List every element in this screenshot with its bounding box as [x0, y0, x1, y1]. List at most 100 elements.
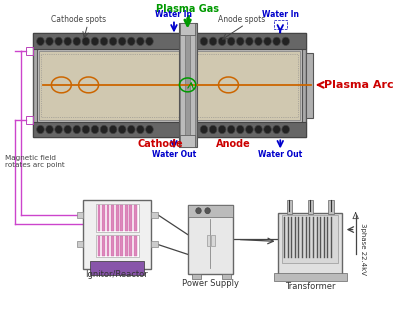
- Circle shape: [273, 125, 280, 134]
- Bar: [134, 236, 137, 256]
- Bar: [33, 121, 306, 137]
- Circle shape: [227, 37, 235, 45]
- Bar: [96, 204, 139, 231]
- Bar: [222, 274, 231, 279]
- Bar: [102, 236, 105, 256]
- Text: Power Supply: Power Supply: [182, 279, 239, 288]
- Text: Water In: Water In: [262, 10, 299, 19]
- Circle shape: [209, 37, 217, 45]
- Bar: [125, 236, 128, 256]
- Bar: [38, 51, 300, 119]
- Bar: [130, 236, 132, 256]
- Bar: [134, 205, 137, 230]
- Bar: [274, 20, 287, 29]
- Circle shape: [100, 125, 108, 134]
- Circle shape: [55, 125, 63, 134]
- Bar: [278, 213, 342, 279]
- Circle shape: [200, 37, 208, 45]
- Circle shape: [245, 125, 253, 134]
- Text: Water In: Water In: [156, 10, 192, 19]
- Bar: [33, 33, 306, 137]
- Circle shape: [128, 37, 135, 45]
- Circle shape: [46, 125, 53, 134]
- Bar: [287, 200, 292, 214]
- Circle shape: [264, 37, 271, 45]
- Bar: [328, 200, 334, 214]
- Circle shape: [73, 37, 81, 45]
- Circle shape: [46, 37, 53, 45]
- Bar: [90, 261, 144, 275]
- Text: Plasma Arc: Plasma Arc: [324, 80, 393, 90]
- Bar: [207, 234, 210, 246]
- Bar: [192, 274, 201, 279]
- Bar: [26, 116, 33, 123]
- Bar: [306, 53, 313, 118]
- Text: Transformer: Transformer: [285, 282, 336, 291]
- Bar: [116, 205, 119, 230]
- Circle shape: [218, 37, 226, 45]
- Circle shape: [255, 125, 262, 134]
- Text: Ignitor/Reactor: Ignitor/Reactor: [85, 270, 148, 279]
- Circle shape: [237, 37, 244, 45]
- Circle shape: [137, 37, 144, 45]
- Circle shape: [91, 125, 99, 134]
- Bar: [102, 205, 105, 230]
- Circle shape: [64, 125, 71, 134]
- Bar: [77, 241, 83, 247]
- Circle shape: [227, 125, 235, 134]
- Circle shape: [282, 125, 290, 134]
- Bar: [26, 47, 33, 55]
- Bar: [188, 205, 233, 217]
- Bar: [37, 49, 302, 121]
- Circle shape: [137, 125, 144, 134]
- Text: Cathode: Cathode: [138, 139, 183, 149]
- Bar: [111, 236, 114, 256]
- Circle shape: [282, 37, 290, 45]
- Circle shape: [196, 208, 201, 214]
- Bar: [180, 135, 195, 147]
- Circle shape: [146, 37, 153, 45]
- Circle shape: [64, 37, 71, 45]
- Circle shape: [91, 37, 99, 45]
- Bar: [107, 205, 109, 230]
- Bar: [282, 215, 338, 263]
- Circle shape: [109, 37, 117, 45]
- Bar: [111, 205, 114, 230]
- Text: Plasma Gas: Plasma Gas: [156, 4, 219, 14]
- Circle shape: [209, 125, 217, 134]
- Text: Magnetic field
rotates arc point: Magnetic field rotates arc point: [5, 155, 65, 168]
- Circle shape: [118, 125, 126, 134]
- Bar: [178, 24, 196, 147]
- Circle shape: [100, 37, 108, 45]
- Circle shape: [146, 125, 153, 134]
- Bar: [274, 273, 346, 281]
- Bar: [33, 33, 306, 49]
- Bar: [98, 236, 100, 256]
- Circle shape: [237, 125, 244, 134]
- Circle shape: [128, 125, 135, 134]
- Bar: [41, 54, 298, 117]
- Circle shape: [245, 37, 253, 45]
- Text: Anode: Anode: [216, 139, 250, 149]
- Bar: [83, 200, 151, 269]
- Text: Anode spots: Anode spots: [219, 15, 266, 24]
- Circle shape: [118, 37, 126, 45]
- Bar: [190, 35, 195, 135]
- Bar: [188, 205, 233, 274]
- Circle shape: [205, 208, 210, 214]
- Bar: [96, 235, 139, 257]
- Text: Cathode spots: Cathode spots: [51, 15, 106, 24]
- Circle shape: [255, 37, 262, 45]
- Bar: [125, 205, 128, 230]
- Text: Water Out: Water Out: [258, 150, 302, 159]
- Bar: [180, 24, 195, 35]
- Circle shape: [82, 125, 90, 134]
- Circle shape: [36, 125, 44, 134]
- Bar: [180, 35, 185, 135]
- Text: 3phase 22.4kV: 3phase 22.4kV: [360, 223, 366, 275]
- Circle shape: [264, 125, 271, 134]
- Bar: [151, 212, 158, 218]
- Bar: [120, 205, 123, 230]
- Circle shape: [218, 125, 226, 134]
- Circle shape: [82, 37, 90, 45]
